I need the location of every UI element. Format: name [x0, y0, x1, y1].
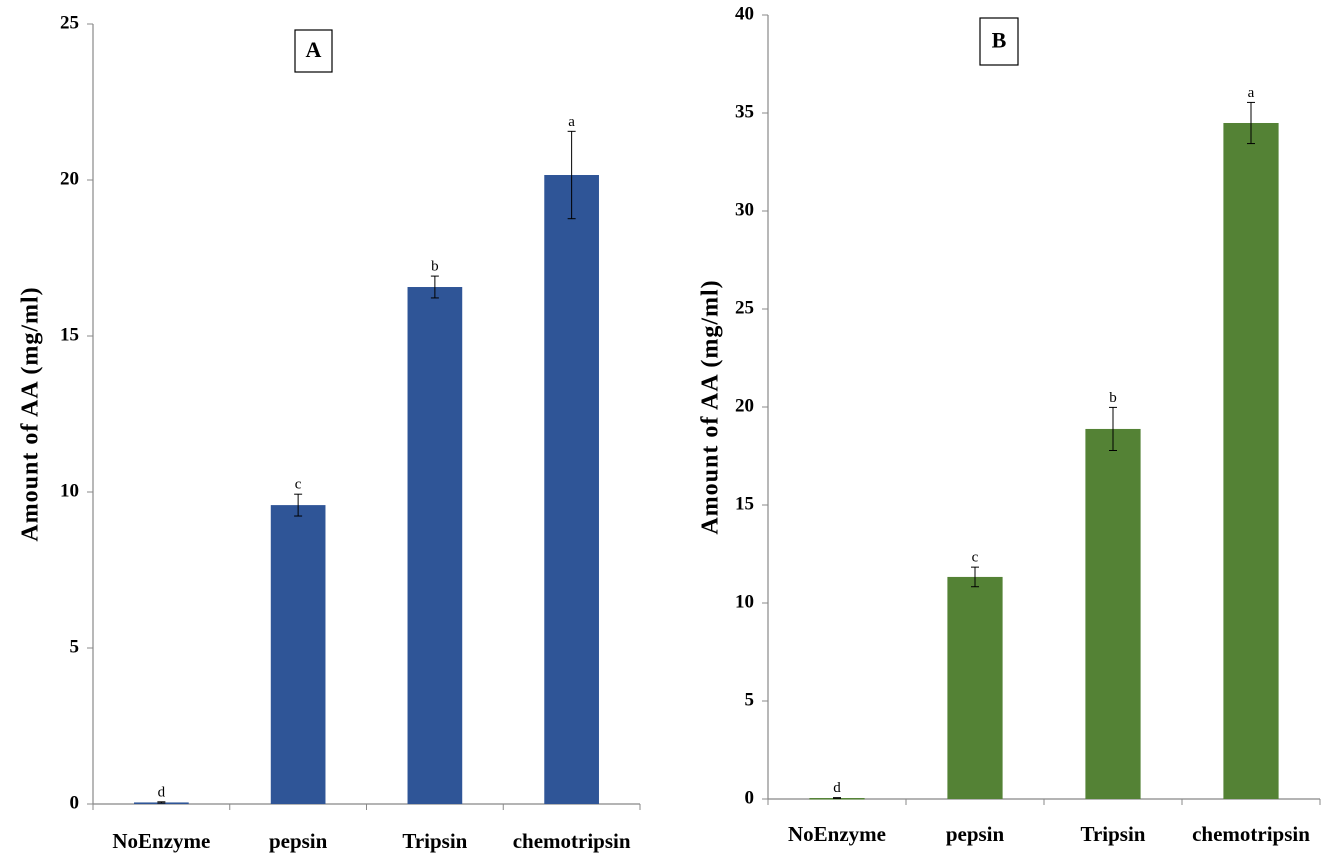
y-tick-label: 10: [60, 480, 79, 501]
y-tick-label: 0: [745, 787, 755, 808]
title-box: [294, 29, 333, 73]
y-tick-label: 25: [60, 12, 79, 33]
y-axis-label: Amount of AA (mg/ml): [18, 286, 44, 541]
bar: [407, 287, 463, 804]
significance-letter: a: [1248, 85, 1255, 101]
error-bar: [1109, 406, 1117, 452]
bar: [1085, 428, 1141, 799]
y-tick-label: 10: [735, 591, 754, 612]
significance-letter: c: [295, 477, 302, 493]
bar: [544, 175, 599, 804]
error-bar: [430, 275, 439, 299]
significance-letter: d: [158, 784, 166, 800]
error-bar: [157, 801, 166, 804]
chart-panel: 0 5 10 15 20 25 Amount of AA (mg/ml) A NoEnzyme d…: [18, 12, 641, 853]
bar: [1223, 122, 1279, 800]
error-bar: [833, 797, 841, 799]
title-box: [979, 17, 1019, 66]
y-tick-label: 30: [735, 199, 754, 220]
x-tick-label: pepsin: [269, 829, 328, 853]
chart-title: B: [992, 28, 1007, 53]
error-bar: [971, 566, 979, 588]
error-bar: [294, 493, 303, 517]
y-axis-label: Amount of AA (mg/ml): [698, 279, 724, 534]
y-tick-label: 5: [745, 689, 755, 710]
error-bar: [567, 130, 576, 220]
y-tick-label: 0: [70, 792, 80, 813]
significance-letter: d: [833, 780, 841, 796]
significance-letter: a: [568, 114, 575, 130]
x-tick-label: Tripsin: [1081, 822, 1146, 846]
chart-panel: 0 5 10 15 20 25 30 35 40 Amount of AA (mg/ml) B NoE…: [698, 3, 1321, 846]
x-tick-label: NoEnzyme: [112, 829, 210, 853]
significance-letter: c: [972, 550, 979, 566]
x-tick-label: chemotripsin: [1192, 822, 1310, 846]
x-tick-label: pepsin: [946, 822, 1005, 846]
y-tick-label: 15: [60, 324, 79, 345]
y-tick-label: 5: [70, 636, 80, 657]
y-tick-label: 40: [735, 3, 754, 24]
significance-letter: b: [431, 259, 439, 275]
x-tick-label: Tripsin: [402, 829, 467, 853]
y-tick-label: 20: [60, 168, 79, 189]
y-tick-label: 25: [735, 297, 754, 318]
bar: [270, 505, 326, 804]
chart-title: A: [306, 37, 322, 62]
significance-letter: b: [1109, 390, 1117, 406]
error-bar: [1247, 101, 1255, 145]
y-tick-label: 20: [735, 395, 754, 416]
x-tick-label: chemotripsin: [513, 829, 631, 853]
y-tick-label: 35: [735, 101, 754, 122]
y-tick-label: 15: [735, 493, 754, 514]
bar: [947, 576, 1003, 799]
x-tick-label: NoEnzyme: [788, 822, 886, 846]
